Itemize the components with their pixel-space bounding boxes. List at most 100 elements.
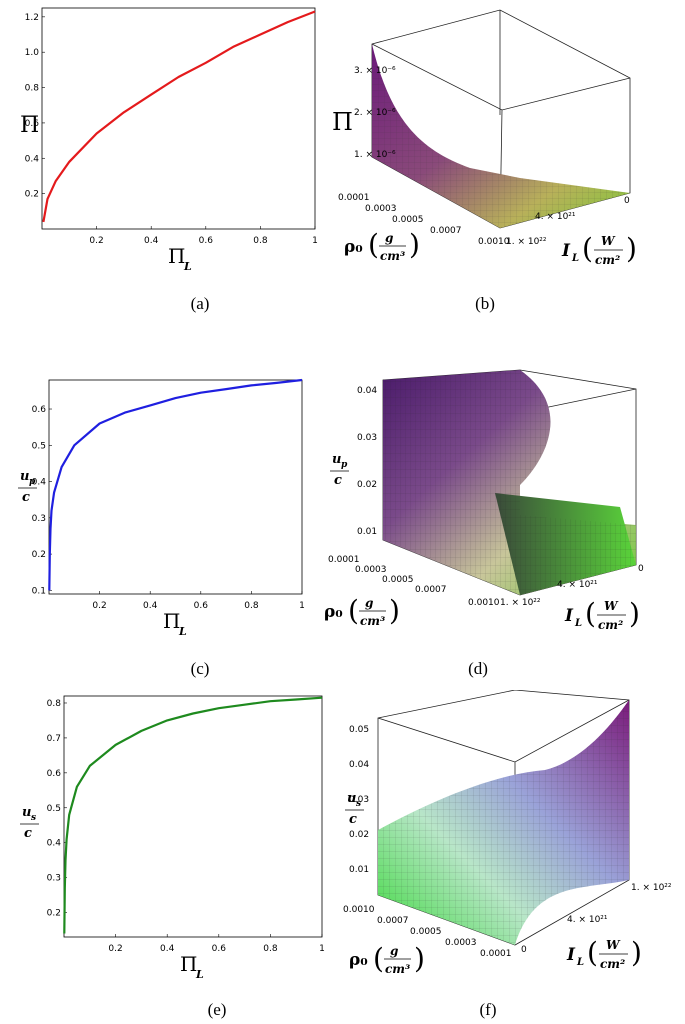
rho-tick: 0.0007 xyxy=(430,226,462,236)
svg-text:u: u xyxy=(332,452,341,467)
svg-text:L: L xyxy=(574,618,582,629)
x-tick-label: 0.4 xyxy=(160,944,175,954)
x-tick-label: 1 xyxy=(312,236,318,246)
rho-ticks: 0.0001 0.0003 0.0005 0.0007 0.0010 0 4. … xyxy=(338,193,630,247)
rho-tick: 0.0010 xyxy=(343,905,375,915)
svg-text:cm³: cm³ xyxy=(360,614,385,628)
z-tick: 0.01 xyxy=(349,865,369,875)
rho-tick: 0.0003 xyxy=(355,565,387,575)
il-tick: 0 xyxy=(521,945,527,955)
svg-text:(: ( xyxy=(373,942,384,975)
svg-text:cm³: cm³ xyxy=(385,962,410,976)
svg-text:W: W xyxy=(604,599,619,613)
rho-tick: 0.0005 xyxy=(382,575,414,585)
caption-d: (d) xyxy=(468,659,488,678)
chart-b: 3. × 10⁻⁶ 2. × 10⁻⁶ 1. × 10⁻⁶ Π 0.0001 0… xyxy=(330,0,685,290)
svg-text:p: p xyxy=(29,477,36,487)
surface-mesh xyxy=(383,370,636,595)
rho-tick: 0.0007 xyxy=(377,916,409,926)
svg-text:u: u xyxy=(22,805,31,820)
y-tick-label: 1.0 xyxy=(25,48,40,58)
z-tick: 2. × 10⁻⁶ xyxy=(354,108,396,118)
rho-tick: 0.0010 xyxy=(468,598,500,608)
svg-text:): ) xyxy=(414,942,425,975)
svg-text:): ) xyxy=(409,228,420,261)
il-tick: 1. × 10²² xyxy=(506,237,547,247)
z-tick: 0.04 xyxy=(349,760,369,770)
y-tick-label: 0.1 xyxy=(32,586,46,596)
series-line xyxy=(42,10,316,223)
svg-text:L: L xyxy=(576,957,584,968)
z-axis-label: Π xyxy=(332,108,353,136)
svg-text:(: ( xyxy=(582,232,593,265)
z-tick: 1. × 10⁻⁶ xyxy=(354,150,396,160)
y-tick-label: 0.5 xyxy=(32,441,46,451)
y-tick-label: 0.4 xyxy=(32,478,47,488)
chart-e-svg: u s c Π L 0.2 0.4 0.6 0.8 1 0.2 0.3 0.4 0.5 0.6 0.… xyxy=(20,695,325,981)
z-tick: 3. × 10⁻⁶ xyxy=(354,66,396,76)
svg-text:ρ₀: ρ₀ xyxy=(349,950,368,970)
rho-tick: 0.0010 xyxy=(478,237,510,247)
il-tick: 4. × 10²¹ xyxy=(535,212,576,222)
chart-a-svg: Π Π L 0.2 0.4 0.6 0.8 1 0.2 0.4 0.6 0.8 1.0 1.2 xyxy=(20,7,318,273)
il-axis-label: I L ( W cm² ) xyxy=(564,597,640,632)
chart-d: 0.04 0.03 0.02 0.01 u p c 0.0001 0.0003 … xyxy=(320,365,685,655)
chart-b-svg: 3. × 10⁻⁶ 2. × 10⁻⁶ 1. × 10⁻⁶ Π 0.0001 0… xyxy=(332,9,637,267)
z-tick: 0.01 xyxy=(357,527,377,537)
series-line xyxy=(48,378,303,591)
rho-tick: 0.0001 xyxy=(480,949,512,959)
y-axis-label: Π xyxy=(20,113,39,138)
svg-text:(: ( xyxy=(348,594,359,627)
svg-text:): ) xyxy=(631,936,642,969)
z-tick: 0.05 xyxy=(349,725,369,735)
rho-tick: 0.0007 xyxy=(415,585,447,595)
svg-text:cm²: cm² xyxy=(600,957,625,971)
x-tick-label: 0.2 xyxy=(92,601,106,611)
chart-f: 0.05 0.04 0.03 0.02 0.01 u s c 0.0010 0.… xyxy=(335,689,685,990)
y-tick-label: 0.6 xyxy=(32,405,47,415)
y-tick-label: 0.4 xyxy=(47,839,62,849)
y-tick-label: 0.2 xyxy=(32,550,46,560)
svg-text:): ) xyxy=(629,597,640,630)
svg-text:s: s xyxy=(31,813,36,823)
svg-text:ρ₀: ρ₀ xyxy=(324,602,343,622)
il-axis-label: I L ( W cm² ) xyxy=(561,232,637,267)
y-tick-label: 0.7 xyxy=(47,734,61,744)
chart-a: Π Π L 0.2 0.4 0.6 0.8 1 0.2 0.4 0.6 0.8 1.0 1.2 xyxy=(0,0,330,280)
x-tick-label: 0.8 xyxy=(253,236,268,246)
rho-tick: 0.0003 xyxy=(365,204,397,214)
chart-e: u s c Π L 0.2 0.4 0.6 0.8 1 0.2 0.3 0.4 0.5 0.6 0.… xyxy=(0,688,330,988)
y-tick-label: 0.2 xyxy=(47,909,61,919)
caption-e: (e) xyxy=(207,1000,227,1019)
rho-axis-label: ρ₀ ( g cm³ ) xyxy=(349,942,425,976)
series-line xyxy=(63,696,323,934)
z-tick: 0.03 xyxy=(357,433,377,443)
y-tick-label: 0.2 xyxy=(25,190,39,200)
svg-text:L: L xyxy=(571,253,579,264)
z-axis-label: u p c xyxy=(330,452,349,488)
il-tick: 1. × 10²² xyxy=(631,883,672,893)
y-tick-label: 0.5 xyxy=(47,804,61,814)
rho-tick: 0.0001 xyxy=(338,193,370,203)
surface-mesh xyxy=(378,700,629,945)
svg-text:cm²: cm² xyxy=(595,253,620,267)
svg-text:u: u xyxy=(347,791,356,806)
plot-frame xyxy=(63,695,323,938)
caption-c: (c) xyxy=(190,659,210,678)
rho-tick: 0.0001 xyxy=(328,555,360,565)
caption-a: (a) xyxy=(190,294,210,313)
svg-text:I: I xyxy=(561,241,571,261)
svg-text:cm³: cm³ xyxy=(380,249,405,263)
x-axis-label: Π xyxy=(168,244,185,268)
y-axis-label: u p c xyxy=(18,469,37,505)
il-tick: 4. × 10²¹ xyxy=(557,580,598,590)
chart-c-svg: u p c Π L 0.2 0.4 0.6 0.8 1 0.1 0.2 0.3 0.4 0.5 0.… xyxy=(18,378,305,638)
il-axis-label: I L ( W cm² ) xyxy=(566,936,642,971)
z-tick: 0.02 xyxy=(349,830,369,840)
chart-f-svg: 0.05 0.04 0.03 0.02 0.01 u s c 0.0010 0.… xyxy=(343,689,672,976)
svg-text:c: c xyxy=(22,490,30,505)
x-tick-label: 0.4 xyxy=(144,236,159,246)
il-tick: 4. × 10²¹ xyxy=(567,915,608,925)
y-tick-label: 0.3 xyxy=(47,874,61,884)
x-axis-label-sub: L xyxy=(183,260,192,273)
